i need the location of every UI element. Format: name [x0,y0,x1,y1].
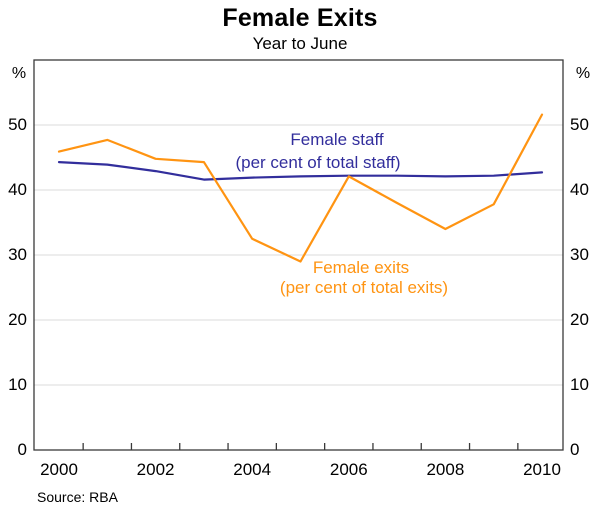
series-label-female-exits: Female exits [312,258,410,277]
series-line-female-exits [57,113,544,263]
chart-title: Female Exits [222,4,378,32]
series-line-female-staff [57,161,544,181]
y-axis-label-left-50: 50 [8,115,27,134]
y-axis-label-left-10: 10 [8,375,27,394]
y-axis-label-left-20: 20 [8,310,27,329]
series-label-female-staff: Female staff [290,130,384,149]
y-axis-label-right-40: 40 [570,180,589,199]
series-sublabel-female-exits: (per cent of total exits) [279,278,449,297]
y-axis-label-right-20: 20 [570,310,589,329]
y-axis-label-left-0: 0 [17,440,27,459]
x-axis-label-2000: 2000 [40,460,78,479]
x-axis-label-2008: 2008 [426,460,465,479]
x-axis-label-2004: 2004 [233,460,272,479]
y-axis-label-right-10: 10 [570,375,589,394]
chart-subtitle: Year to June [252,34,348,53]
y-axis-label-right-50: 50 [570,115,589,134]
plot-frame [33,59,564,451]
y-axis-unit-left: % [11,65,27,82]
y-axis-label-left-30: 30 [8,245,27,264]
x-axis-label-2002: 2002 [136,460,175,479]
y-axis-label-right-30: 30 [570,245,589,264]
y-axis-label-left-40: 40 [8,180,27,199]
x-axis-label-2006: 2006 [329,460,368,479]
x-axis-label-2010: 2010 [523,460,561,479]
source-note: Source: RBA [37,489,118,505]
y-axis-label-right-0: 0 [570,440,580,459]
y-axis-unit-right: % [575,65,591,82]
series-sublabel-female-staff: (per cent of total staff) [235,153,401,172]
